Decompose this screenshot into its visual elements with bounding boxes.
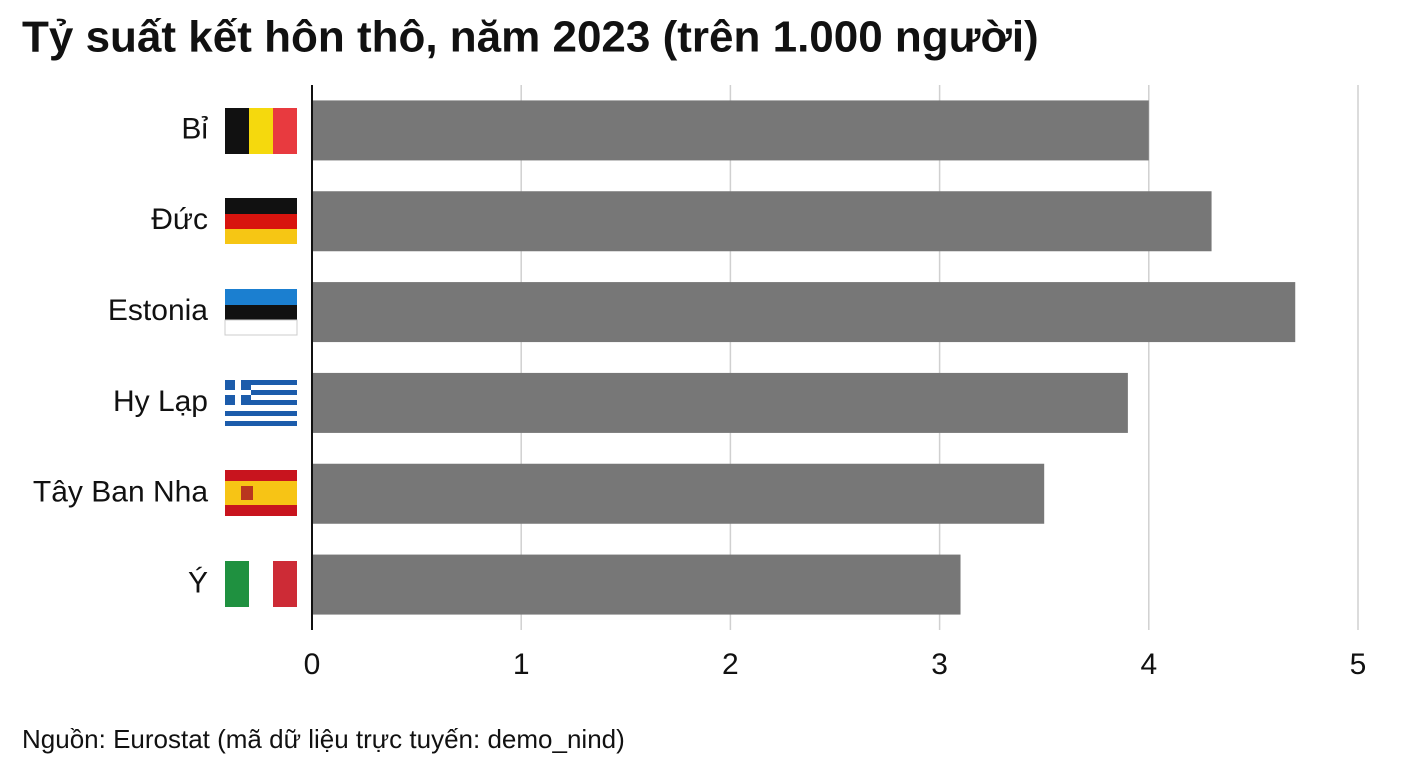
bar bbox=[312, 191, 1212, 252]
y-tick-label: Hy Lạp bbox=[113, 385, 208, 418]
flags bbox=[224, 108, 298, 607]
x-tick-label: 1 bbox=[513, 648, 530, 681]
flag-estonia bbox=[224, 289, 298, 336]
y-tick-label: Estonia bbox=[108, 294, 208, 327]
bar bbox=[312, 463, 1045, 524]
source-note: Nguồn: Eurostat (mã dữ liệu trực tuyến: … bbox=[22, 724, 625, 754]
bar bbox=[312, 100, 1149, 161]
flag-spain bbox=[225, 470, 297, 516]
y-tick-label: Bỉ bbox=[181, 112, 208, 145]
x-tick-label: 0 bbox=[304, 648, 321, 681]
flag-germany bbox=[225, 198, 297, 244]
y-tick-label: Ý bbox=[188, 567, 208, 600]
bar bbox=[312, 554, 961, 615]
chart-title: Tỷ suất kết hôn thô, năm 2023 (trên 1.00… bbox=[22, 13, 1039, 62]
flag-greece bbox=[225, 380, 297, 426]
bar bbox=[312, 282, 1296, 343]
flag-belgium bbox=[225, 108, 297, 154]
x-tick-label: 5 bbox=[1350, 648, 1367, 681]
y-tick-label: Đức bbox=[151, 203, 208, 236]
bar bbox=[312, 372, 1128, 433]
x-tick-label: 4 bbox=[1140, 648, 1157, 681]
x-tick-label: 3 bbox=[931, 648, 948, 681]
x-tick-label: 2 bbox=[722, 648, 739, 681]
flag-italy bbox=[225, 561, 297, 607]
y-tick-label: Tây Ban Nha bbox=[33, 476, 208, 509]
